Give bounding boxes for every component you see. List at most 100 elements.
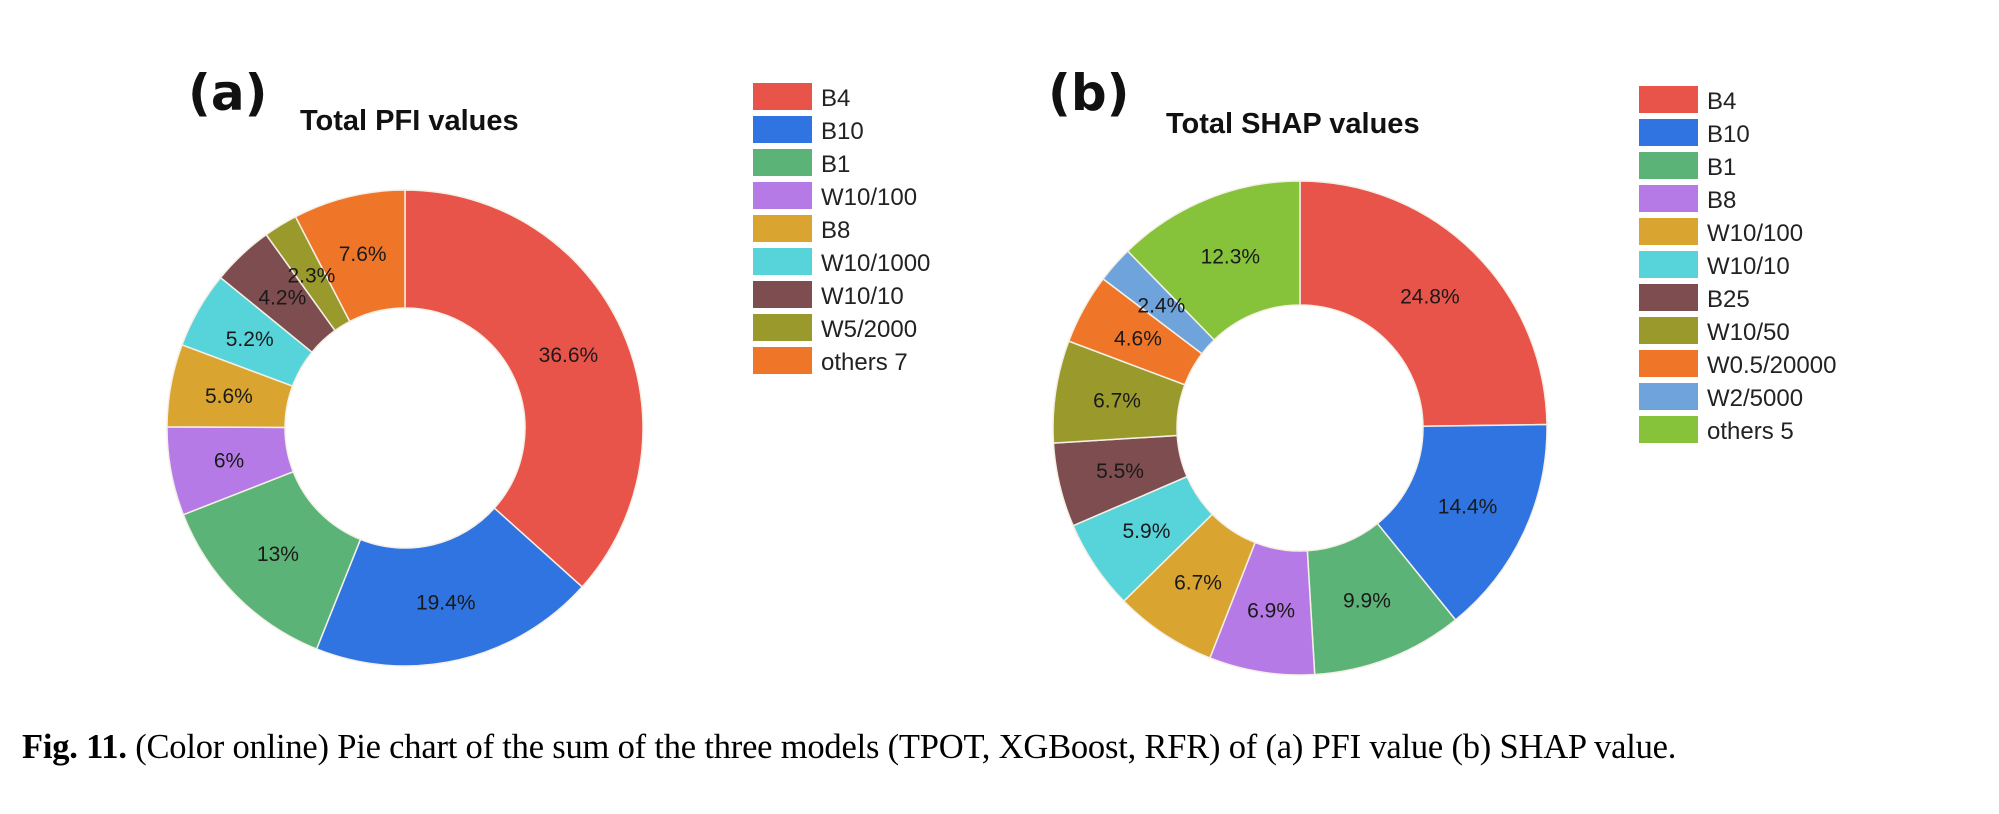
legend-item-b8: B8 bbox=[753, 215, 850, 244]
chart-b: (b) Total SHAP values 24.8% 14.4% 9.9% 6.9%… bbox=[1048, 64, 1836, 676]
legend-swatch bbox=[753, 83, 812, 110]
legend-swatch bbox=[753, 314, 812, 341]
legend-swatch bbox=[753, 116, 812, 143]
legend-swatch bbox=[1639, 218, 1698, 245]
slice-label-b8: 6.9% bbox=[1247, 600, 1295, 623]
legend-item-b10: B10 bbox=[753, 116, 864, 145]
legend-item-others-7: others 7 bbox=[753, 347, 908, 376]
chart-a: (a) Total PFI values 36.6% 19.4% 13% 6% 5.6%… bbox=[166, 64, 930, 667]
legend-swatch bbox=[753, 248, 812, 275]
slice-b4 bbox=[1299, 180, 1548, 428]
slice-label-b4: 36.6% bbox=[539, 344, 599, 367]
slice-label-w0-5-20000: 4.6% bbox=[1114, 328, 1162, 351]
figure-caption: Fig. 11. (Color online) Pie chart of the… bbox=[22, 728, 1676, 767]
legend-label: others 7 bbox=[821, 349, 908, 376]
legend-item-b1: B1 bbox=[753, 149, 850, 178]
legend-label: W0.5/20000 bbox=[1707, 352, 1836, 379]
slice-label-w10-10: 5.9% bbox=[1123, 520, 1171, 543]
legend-label: W10/50 bbox=[1707, 319, 1790, 346]
legend-item-b8: B8 bbox=[1639, 185, 1736, 214]
slice-b4 bbox=[404, 189, 644, 588]
legend-swatch bbox=[753, 149, 812, 176]
legend-label: W2/5000 bbox=[1707, 385, 1803, 412]
legend-swatch bbox=[753, 182, 812, 209]
legend-item-b10: B10 bbox=[1639, 119, 1750, 148]
slice-labels-a: 36.6% 19.4% 13% 6% 5.6% 5.2% 4.2%2.3%7.6% bbox=[205, 243, 598, 614]
legend-swatch bbox=[1639, 119, 1698, 146]
legend-label: B1 bbox=[1707, 154, 1736, 181]
legend-item-b4: B4 bbox=[753, 83, 850, 112]
legend-item-w10-10: W10/10 bbox=[1639, 251, 1790, 280]
legend-b: B4 B10 B1 B8 W10/100 W10/10 B25 W10/50 W0.5/2000… bbox=[1639, 86, 1836, 445]
legend-swatch bbox=[1639, 284, 1698, 311]
legend-swatch bbox=[1639, 185, 1698, 212]
slice-labels-b: 24.8% 14.4% 9.9% 6.9% 6.7% 5.9% 5.5% 6.7% 4.6% 2.… bbox=[1093, 246, 1497, 623]
slice-b10 bbox=[1376, 423, 1548, 621]
slice-b1 bbox=[182, 470, 362, 650]
slice-others-5 bbox=[1126, 180, 1301, 341]
legend-swatch bbox=[1639, 152, 1698, 179]
panel-label-b: (b) bbox=[1048, 64, 1130, 122]
chart-title-a: Total PFI values bbox=[300, 105, 519, 137]
legend-item-w5-2000: W5/2000 bbox=[753, 314, 917, 343]
slice-label-b8: 5.6% bbox=[205, 385, 253, 408]
legend-label: B10 bbox=[821, 118, 864, 145]
legend-label: B10 bbox=[1707, 121, 1750, 148]
legend-swatch bbox=[753, 281, 812, 308]
figure-canvas: (a) Total PFI values 36.6% 19.4% 13% 6% 5.6%… bbox=[166, 64, 1836, 676]
legend-label: W10/10 bbox=[821, 283, 904, 310]
legend-label: B1 bbox=[821, 151, 850, 178]
slice-label-b1: 9.9% bbox=[1343, 589, 1391, 612]
slice-label-w5-2000: 2.3% bbox=[287, 264, 335, 287]
slice-label-others-7: 7.6% bbox=[339, 243, 387, 266]
legend-label: B4 bbox=[821, 85, 850, 112]
legend-a: B4 B10 B1 W10/100 B8 W10/1000 W10/10 W5/2000 oth… bbox=[753, 83, 930, 376]
legend-label: B8 bbox=[821, 217, 850, 244]
legend-item-w10-50: W10/50 bbox=[1639, 317, 1790, 346]
legend-item-b4: B4 bbox=[1639, 86, 1736, 115]
legend-item-w2-5000: W2/5000 bbox=[1639, 383, 1803, 412]
slice-label-w10-1000: 5.2% bbox=[226, 328, 274, 351]
legend-swatch bbox=[1639, 251, 1698, 278]
slice-label-w10-100: 6% bbox=[214, 450, 244, 473]
legend-item-w0-5-20000: W0.5/20000 bbox=[1639, 350, 1836, 379]
legend-label: others 5 bbox=[1707, 418, 1794, 445]
slice-label-b10: 14.4% bbox=[1438, 495, 1498, 518]
chart-title-b: Total SHAP values bbox=[1166, 108, 1420, 140]
slice-label-others-5: 12.3% bbox=[1201, 246, 1261, 269]
legend-swatch bbox=[753, 215, 812, 242]
slice-label-b10: 19.4% bbox=[416, 591, 476, 614]
legend-swatch bbox=[1639, 416, 1698, 443]
legend-label: B25 bbox=[1707, 286, 1750, 313]
legend-swatch bbox=[753, 347, 812, 374]
legend-label: B4 bbox=[1707, 88, 1736, 115]
slice-label-w10-50: 6.7% bbox=[1093, 390, 1141, 413]
slice-label-w10-10: 4.2% bbox=[258, 287, 306, 310]
legend-label: W5/2000 bbox=[821, 316, 917, 343]
slice-others-7 bbox=[294, 189, 406, 323]
legend-swatch bbox=[1639, 317, 1698, 344]
slice-label-b4: 24.8% bbox=[1400, 285, 1460, 308]
caption-text: (Color online) Pie chart of the sum of t… bbox=[126, 728, 1677, 766]
legend-label: W10/10 bbox=[1707, 253, 1790, 280]
slice-label-b25: 5.5% bbox=[1096, 460, 1144, 483]
slice-label-w10-100: 6.7% bbox=[1174, 571, 1222, 594]
legend-swatch bbox=[1639, 86, 1698, 113]
legend-item-w10-100: W10/100 bbox=[1639, 218, 1803, 247]
legend-item-w10-10: W10/10 bbox=[753, 281, 904, 310]
panel-label-a: (a) bbox=[188, 64, 267, 122]
slice-label-b1: 13% bbox=[257, 543, 299, 566]
legend-label: B8 bbox=[1707, 187, 1736, 214]
legend-item-w10-1000: W10/1000 bbox=[753, 248, 930, 277]
donut-b bbox=[1052, 180, 1548, 676]
legend-item-w10-100: W10/100 bbox=[753, 182, 917, 211]
legend-swatch bbox=[1639, 350, 1698, 377]
slice-b10 bbox=[315, 507, 584, 667]
legend-swatch bbox=[1639, 383, 1698, 410]
legend-item-b1: B1 bbox=[1639, 152, 1736, 181]
donut-a bbox=[166, 189, 644, 667]
legend-item-b25: B25 bbox=[1639, 284, 1750, 313]
legend-label: W10/1000 bbox=[821, 250, 930, 277]
legend-label: W10/100 bbox=[1707, 220, 1803, 247]
legend-item-others-5: others 5 bbox=[1639, 416, 1794, 445]
